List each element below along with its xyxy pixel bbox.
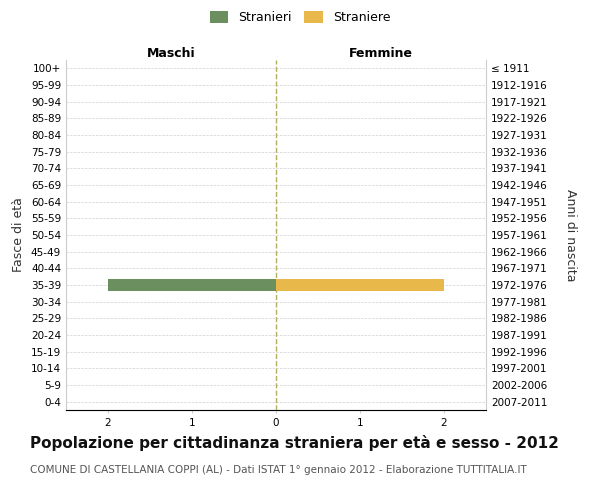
Y-axis label: Fasce di età: Fasce di età <box>13 198 25 272</box>
Text: Popolazione per cittadinanza straniera per età e sesso - 2012: Popolazione per cittadinanza straniera p… <box>30 435 559 451</box>
Text: Femmine: Femmine <box>349 47 413 60</box>
Y-axis label: Anni di nascita: Anni di nascita <box>564 188 577 281</box>
Bar <box>108 279 276 291</box>
Text: Maschi: Maschi <box>146 47 196 60</box>
Text: COMUNE DI CASTELLANIA COPPI (AL) - Dati ISTAT 1° gennaio 2012 - Elaborazione TUT: COMUNE DI CASTELLANIA COPPI (AL) - Dati … <box>30 465 527 475</box>
Legend: Stranieri, Straniere: Stranieri, Straniere <box>205 6 395 29</box>
Bar <box>276 279 444 291</box>
